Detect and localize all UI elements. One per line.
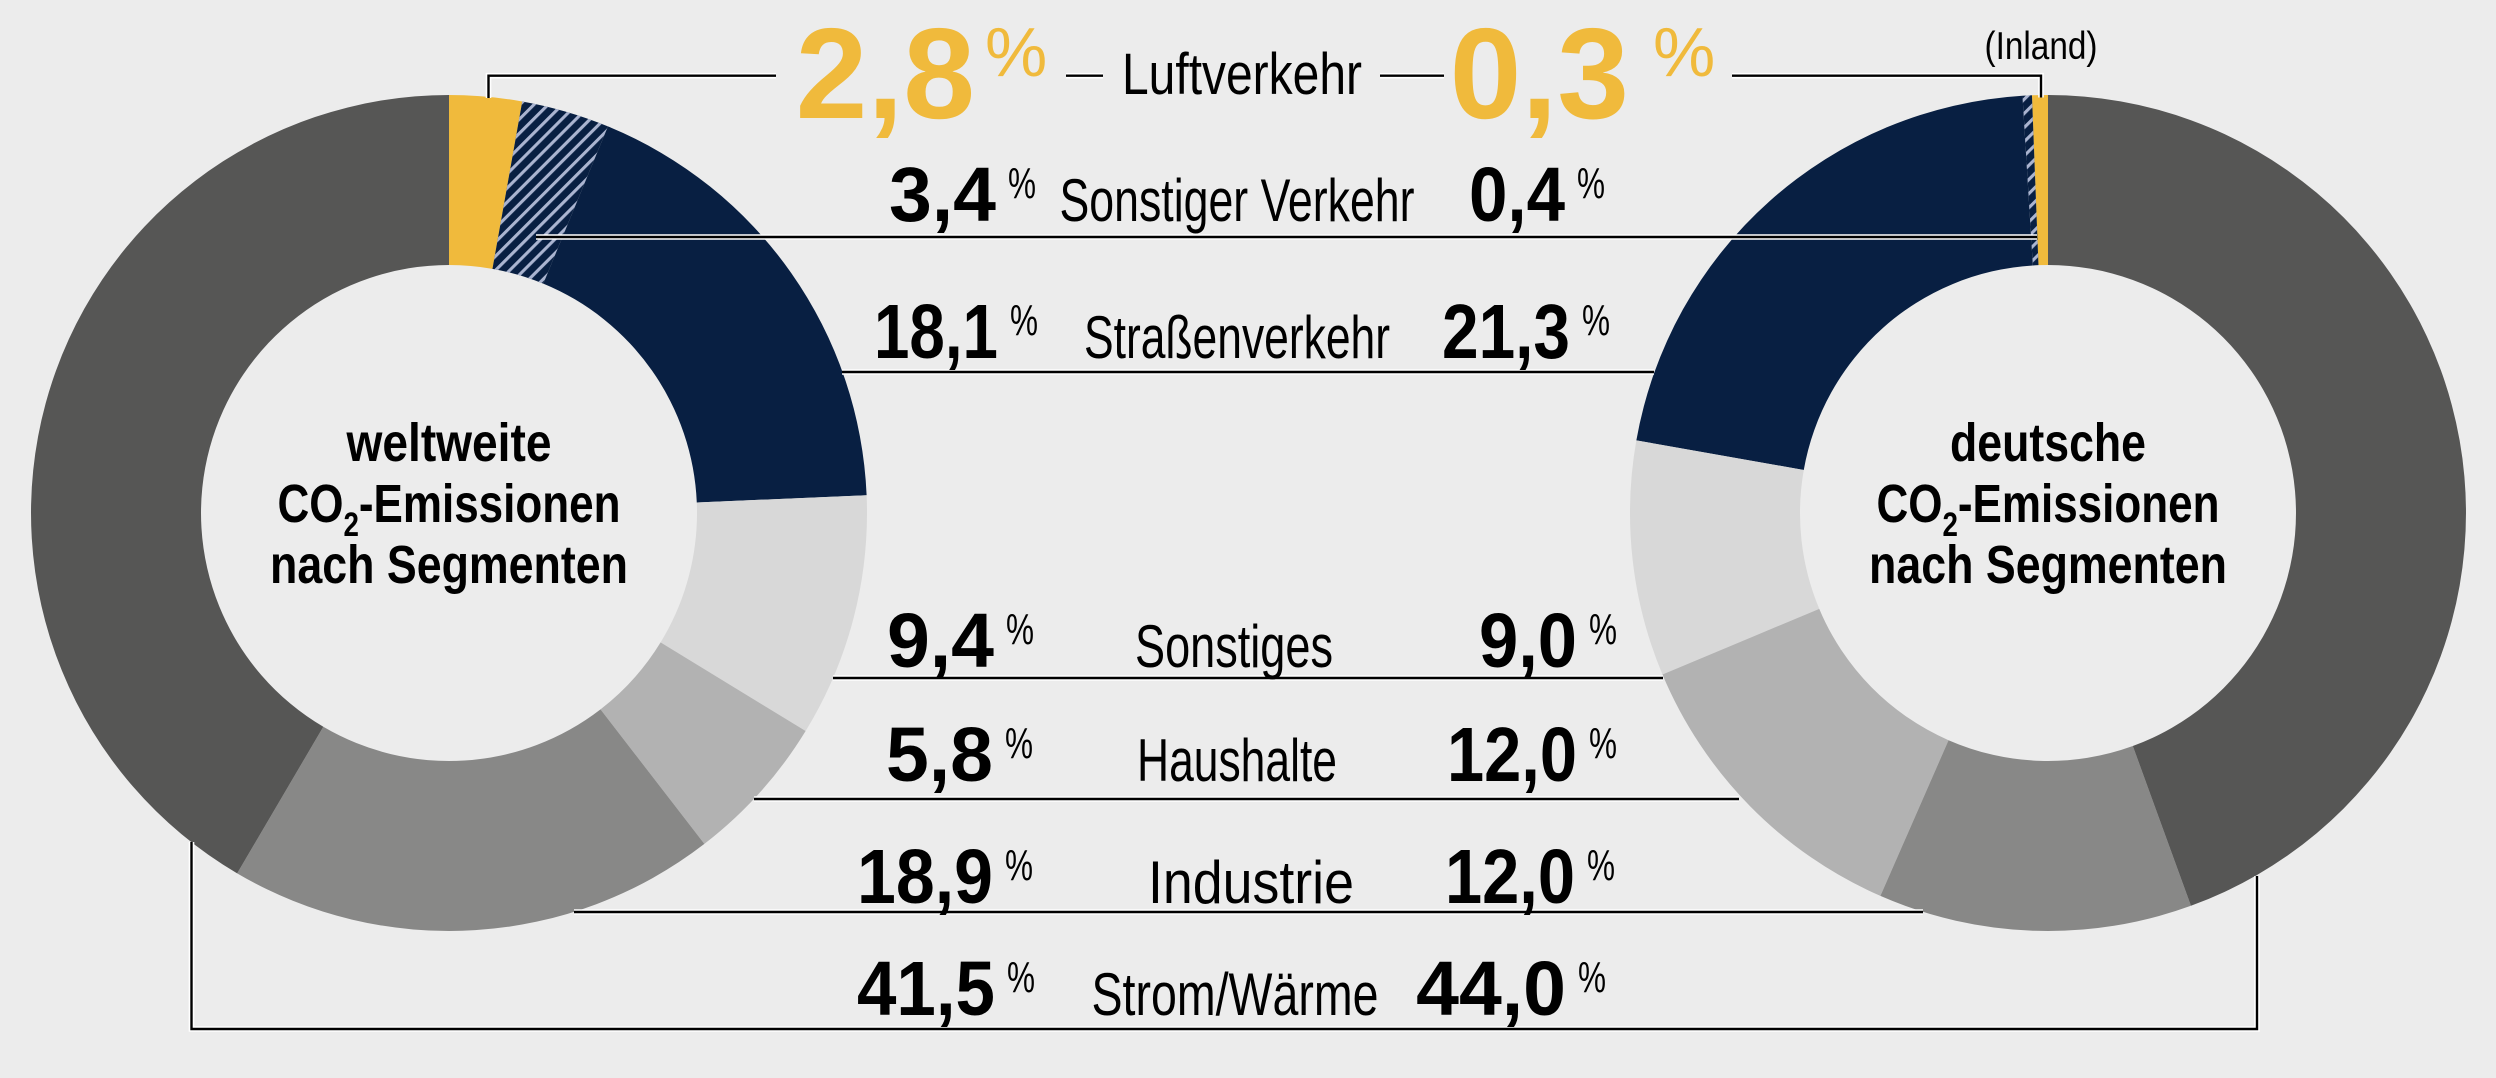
svg-text:%: % xyxy=(1005,719,1033,768)
svg-text:9,0: 9,0 xyxy=(1479,598,1577,684)
svg-text:deutsche: deutsche xyxy=(1950,413,2146,473)
svg-text:12,0: 12,0 xyxy=(1445,834,1575,920)
svg-text:18,1: 18,1 xyxy=(874,289,998,375)
svg-text:%: % xyxy=(1006,605,1034,654)
svg-text:18,9: 18,9 xyxy=(857,834,993,920)
svg-text:%: % xyxy=(1577,159,1605,208)
svg-text:%: % xyxy=(985,13,1047,91)
svg-text:(Inland): (Inland) xyxy=(1985,25,2098,68)
svg-text:%: % xyxy=(1010,296,1038,345)
svg-text:CO2-Emissionen: CO2-Emissionen xyxy=(1876,474,2219,544)
svg-text:nach Segmenten: nach Segmenten xyxy=(270,535,628,595)
svg-text:%: % xyxy=(1589,719,1617,768)
svg-text:2,8: 2,8 xyxy=(796,2,975,146)
svg-text:0,3: 0,3 xyxy=(1450,2,1629,146)
svg-text:Industrie: Industrie xyxy=(1148,849,1354,916)
svg-text:0,4: 0,4 xyxy=(1469,152,1565,238)
svg-text:weltweite: weltweite xyxy=(346,413,552,473)
svg-text:41,5: 41,5 xyxy=(857,946,995,1032)
svg-text:Strom/Wärme: Strom/Wärme xyxy=(1092,961,1379,1028)
svg-text:%: % xyxy=(1589,605,1617,654)
svg-text:%: % xyxy=(1582,296,1610,345)
svg-text:44,0: 44,0 xyxy=(1416,946,1566,1032)
svg-text:%: % xyxy=(1005,841,1033,890)
svg-text:Sonstiger Verkehr: Sonstiger Verkehr xyxy=(1060,167,1415,234)
svg-text:nach Segmenten: nach Segmenten xyxy=(1869,535,2227,595)
svg-text:%: % xyxy=(1653,13,1715,91)
svg-text:3,4: 3,4 xyxy=(889,152,996,238)
svg-text:Luftverkehr: Luftverkehr xyxy=(1122,42,1362,107)
svg-text:Straßenverkehr: Straßenverkehr xyxy=(1084,304,1390,371)
svg-text:%: % xyxy=(1587,841,1615,890)
svg-text:9,4: 9,4 xyxy=(887,598,994,684)
svg-text:%: % xyxy=(1008,159,1036,208)
svg-text:CO2-Emissionen: CO2-Emissionen xyxy=(277,474,620,544)
svg-text:%: % xyxy=(1578,953,1606,1002)
svg-text:Haushalte: Haushalte xyxy=(1137,727,1337,794)
svg-text:%: % xyxy=(1007,953,1035,1002)
svg-text:Sonstiges: Sonstiges xyxy=(1135,613,1333,680)
svg-text:12,0: 12,0 xyxy=(1447,712,1577,798)
svg-text:21,3: 21,3 xyxy=(1442,289,1570,375)
svg-text:5,8: 5,8 xyxy=(886,712,993,798)
